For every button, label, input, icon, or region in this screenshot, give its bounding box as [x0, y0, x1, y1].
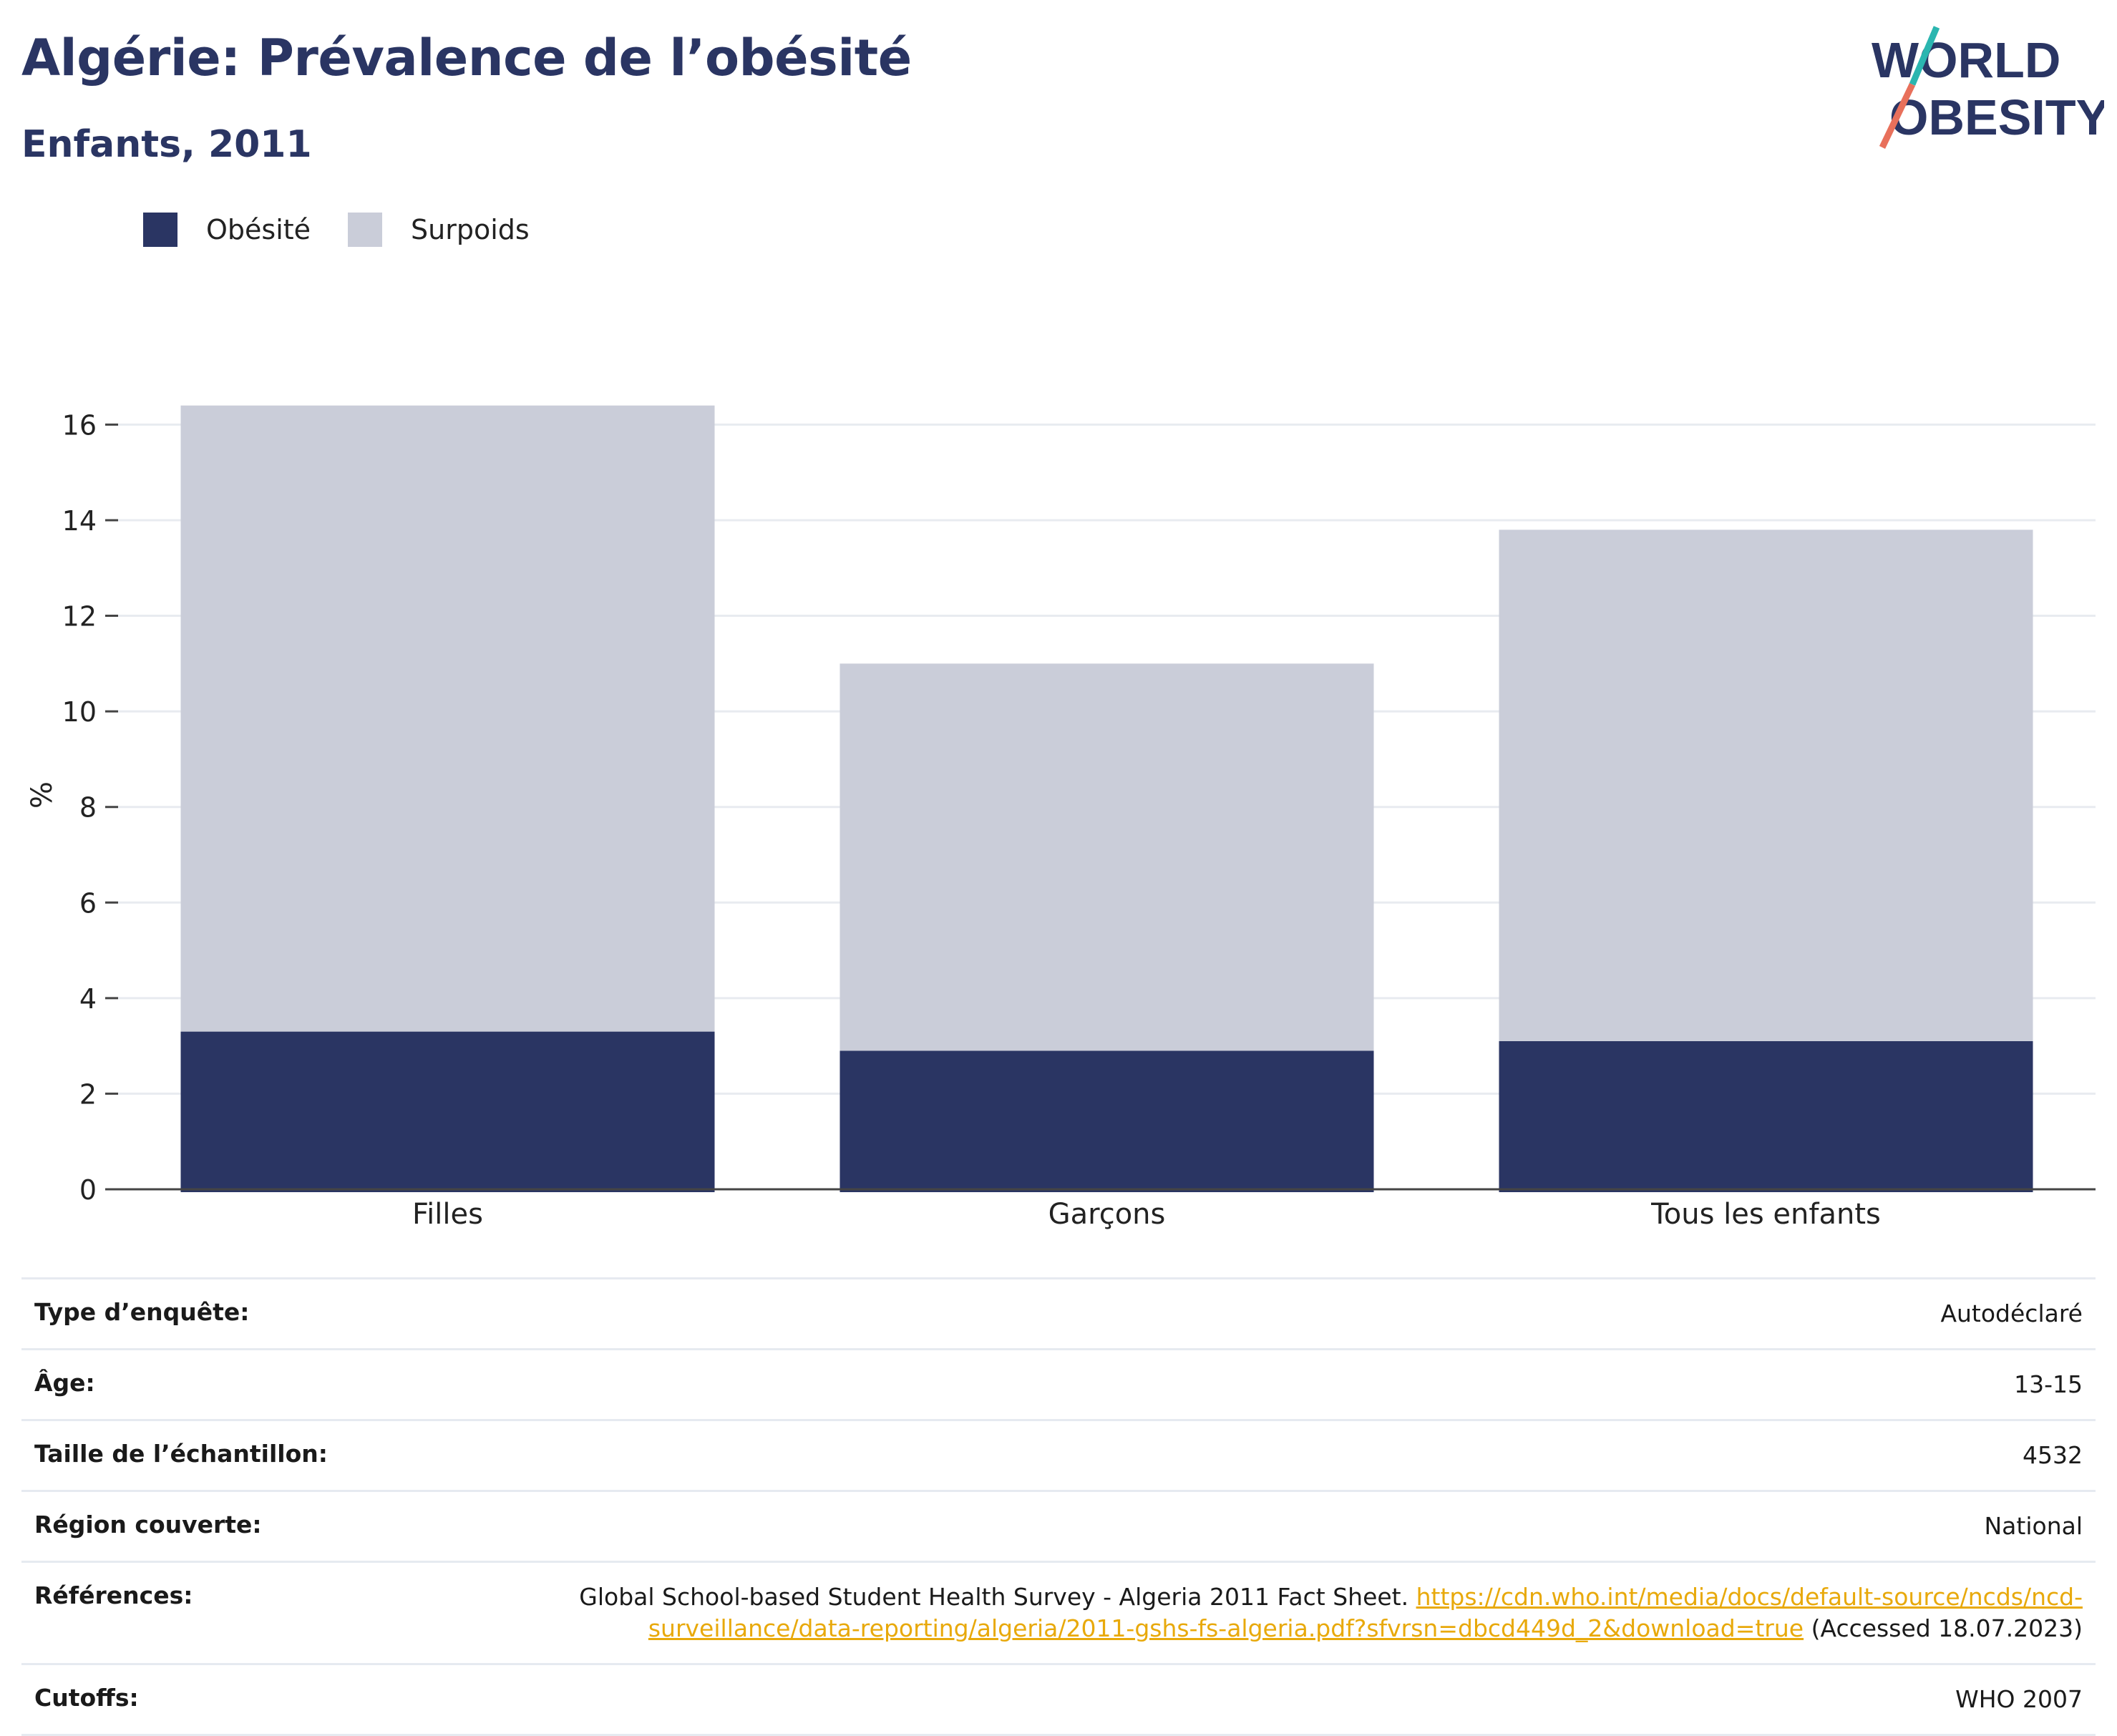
x-tick-label: Tous les enfants [1650, 1198, 1881, 1231]
x-tick-label: Filles [412, 1198, 483, 1231]
bar-obesite [180, 1031, 715, 1192]
reference-text: Global School-based Student Health Surve… [579, 1583, 1409, 1611]
y-axis-label: % [26, 781, 59, 809]
legend-label-surpoids: Surpoids [411, 214, 530, 245]
y-tick-label: 10 [62, 696, 97, 728]
legend-label-obesite: Obésité [206, 214, 311, 245]
info-label: Type d’enquête: [21, 1277, 477, 1350]
info-row-survey-type: Type d’enquête: Autodéclaré [21, 1277, 2096, 1350]
y-tick-label: 4 [79, 983, 97, 1015]
world-obesity-logo: WORLD OBESITY [1872, 26, 2104, 149]
info-label: Âge: [21, 1348, 477, 1420]
y-tick-label: 8 [79, 792, 97, 824]
info-label: Références: [21, 1561, 477, 1664]
reference-link[interactable]: https://cdn.who.int/media/docs/default-s… [648, 1583, 2083, 1642]
reference-link-part1: https://cdn.who.int/media/docs/default-s… [1416, 1583, 2083, 1611]
bar-surpoids [1499, 530, 2033, 1041]
info-row-age: Âge: 13-15 [21, 1348, 2096, 1420]
y-tick-label: 0 [79, 1174, 97, 1206]
reference-link-part2: surveillance/data-reporting/algeria/2011… [648, 1614, 1804, 1642]
bar-chart: 0 2 4 6 8 10 12 14 16% Filles Garçons Tous les enfa… [26, 405, 2096, 1231]
info-row-references: Références: Global School-based Student … [21, 1561, 2096, 1664]
info-value: Autodéclaré [477, 1277, 2096, 1350]
y-tick-label: 16 [62, 409, 97, 441]
legend-item-surpoids: Surpoids [348, 213, 530, 247]
info-value: Global School-based Student Health Surve… [477, 1561, 2096, 1664]
info-value: WHO 2007 [477, 1663, 2096, 1736]
legend-item-obesite: Obésité [143, 213, 311, 247]
chart-subtitle: Enfants, 2011 [21, 123, 312, 166]
info-value: 4532 [477, 1419, 2096, 1491]
info-row-sample-size: Taille de l’échantillon: 4532 [21, 1419, 2096, 1491]
bar-obesite [1499, 1040, 2033, 1192]
info-value: National [477, 1490, 2096, 1562]
info-label: Région couverte: [21, 1490, 477, 1562]
info-row-region: Région couverte: National [21, 1490, 2096, 1562]
y-tick-label: 14 [62, 505, 97, 537]
x-tick-label: Garçons [1048, 1198, 1166, 1231]
bar-surpoids [180, 405, 715, 1032]
y-tick-label: 12 [62, 601, 97, 633]
info-label: Cutoffs: [21, 1663, 477, 1736]
info-label: Taille de l’échantillon: [21, 1419, 477, 1491]
y-tick-label: 2 [79, 1078, 97, 1110]
chart-title: Algérie: Prévalence de l’obésité [21, 29, 912, 87]
y-tick-label: 6 [79, 887, 97, 919]
svg-text:WORLD: WORLD [1872, 32, 2060, 88]
survey-info-table: Type d’enquête: Autodéclaré Âge: 13-15 T… [21, 1277, 2096, 1736]
svg-text:OBESITY: OBESITY [1889, 89, 2104, 145]
reference-accessed: (Accessed 18.07.2023) [1811, 1614, 2083, 1642]
bar-surpoids [840, 663, 1374, 1051]
legend-swatch-obesite [143, 213, 177, 247]
info-row-cutoffs: Cutoffs: WHO 2007 [21, 1663, 2096, 1736]
legend-swatch-surpoids [348, 213, 383, 247]
chart-legend: Obésité Surpoids [143, 213, 567, 247]
bar-obesite [840, 1050, 1374, 1192]
info-value: 13-15 [477, 1348, 2096, 1420]
